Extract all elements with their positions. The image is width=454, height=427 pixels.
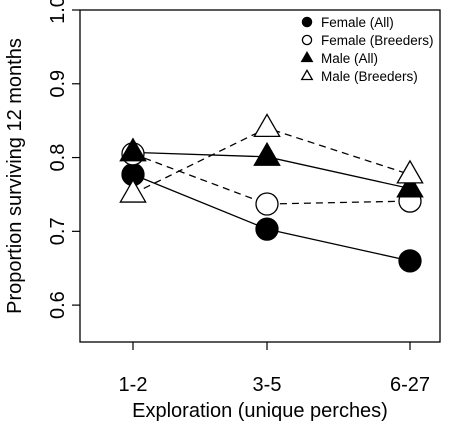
x-axis-title: Exploration (unique perches) xyxy=(132,400,388,422)
series-markers xyxy=(119,113,424,273)
x-tick-label: 3-5 xyxy=(253,374,282,396)
data-point xyxy=(396,173,424,198)
legend-label: Female (All) xyxy=(321,15,394,30)
data-point xyxy=(253,141,281,166)
data-point xyxy=(255,217,279,241)
data-point xyxy=(253,113,281,138)
x-axis: 1-2 3-5 6-27 xyxy=(119,342,430,396)
y-tick-label: 0.7 xyxy=(47,217,69,245)
legend-marker xyxy=(300,50,314,63)
x-tick-label: 6-27 xyxy=(390,374,430,396)
legend-marker xyxy=(301,34,313,46)
legend-marker xyxy=(301,16,313,28)
legend-marker xyxy=(300,68,314,81)
y-tick-label: 1.0 xyxy=(47,0,69,24)
data-point xyxy=(255,192,279,216)
legend-label: Male (All) xyxy=(321,51,378,66)
plot-frame xyxy=(79,9,441,343)
legend-label: Female (Breeders) xyxy=(321,33,434,48)
legend-label: Male (Breeders) xyxy=(321,69,418,84)
y-tick-label: 0.8 xyxy=(47,144,69,172)
y-tick-label: 0.6 xyxy=(47,291,69,319)
y-tick-label: 0.9 xyxy=(47,70,69,98)
series-line-0 xyxy=(132,173,411,262)
data-point xyxy=(119,137,147,162)
legend: Female (All) Female (Breeders) Male (All) M… xyxy=(300,15,434,84)
data-point xyxy=(398,249,422,273)
y-axis: 0.6 0.7 0.8 0.9 1.0 xyxy=(47,0,80,319)
y-axis-title: Proportion surviving 12 months xyxy=(4,38,26,314)
x-tick-label: 1-2 xyxy=(119,374,148,396)
data-point xyxy=(119,178,147,203)
data-point xyxy=(396,159,424,184)
